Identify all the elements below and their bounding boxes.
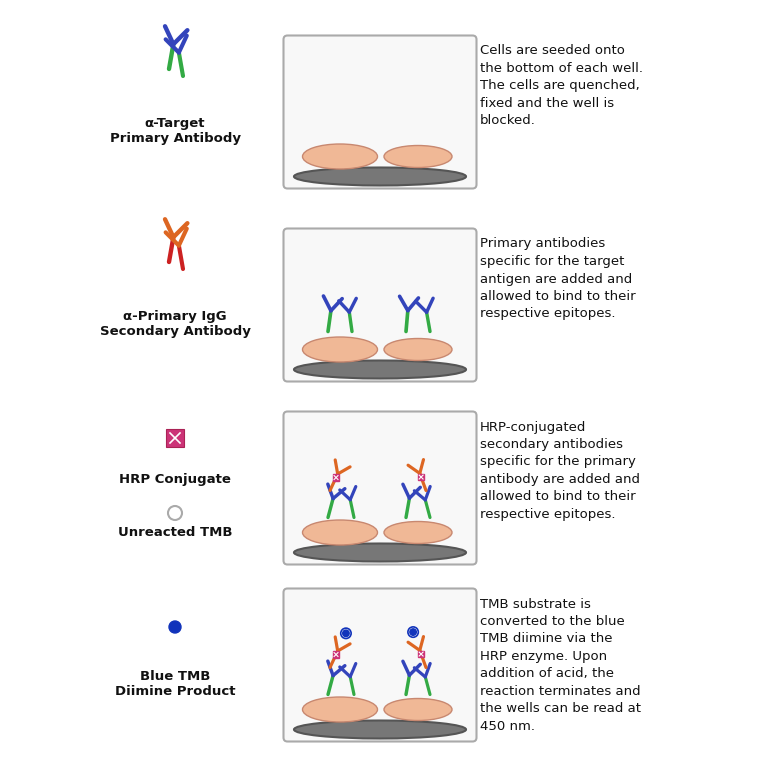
Text: Primary antibodies
specific for the target
antigen are added and
allowed to bind: Primary antibodies specific for the targ… [480,238,636,321]
Bar [418,651,424,657]
Ellipse shape [384,145,452,167]
Ellipse shape [384,698,452,720]
Ellipse shape [303,144,377,169]
Ellipse shape [303,697,377,722]
Text: α-Primary IgG
Secondary Antibody: α-Primary IgG Secondary Antibody [99,310,251,338]
Bar [166,429,184,447]
Ellipse shape [384,522,452,543]
Text: α-Target
Primary Antibody: α-Target Primary Antibody [109,117,241,145]
FancyBboxPatch shape [283,412,477,565]
Ellipse shape [384,338,452,361]
Ellipse shape [303,520,377,545]
Circle shape [343,630,349,636]
Ellipse shape [294,720,466,739]
Text: HRP-conjugated
secondary antibodies
specific for the primary
antibody are added : HRP-conjugated secondary antibodies spec… [480,420,640,521]
Ellipse shape [294,361,466,378]
Ellipse shape [294,167,466,186]
Ellipse shape [294,543,466,562]
Ellipse shape [303,337,377,362]
Text: Unreacted TMB: Unreacted TMB [118,526,232,539]
Bar [418,474,424,481]
Text: TMB substrate is
converted to the blue
TMB diimine via the
HRP enzyme. Upon
addi: TMB substrate is converted to the blue T… [480,597,641,733]
Text: HRP Conjugate: HRP Conjugate [119,473,231,486]
Circle shape [169,621,181,633]
FancyBboxPatch shape [283,588,477,742]
Text: Blue TMB
Diimine Product: Blue TMB Diimine Product [115,670,235,698]
Text: Cells are seeded onto
the bottom of each well.
The cells are quenched,
fixed and: Cells are seeded onto the bottom of each… [480,44,643,128]
FancyBboxPatch shape [283,228,477,381]
Circle shape [410,629,416,636]
FancyBboxPatch shape [283,35,477,189]
Bar [333,474,339,481]
Bar [333,651,339,658]
